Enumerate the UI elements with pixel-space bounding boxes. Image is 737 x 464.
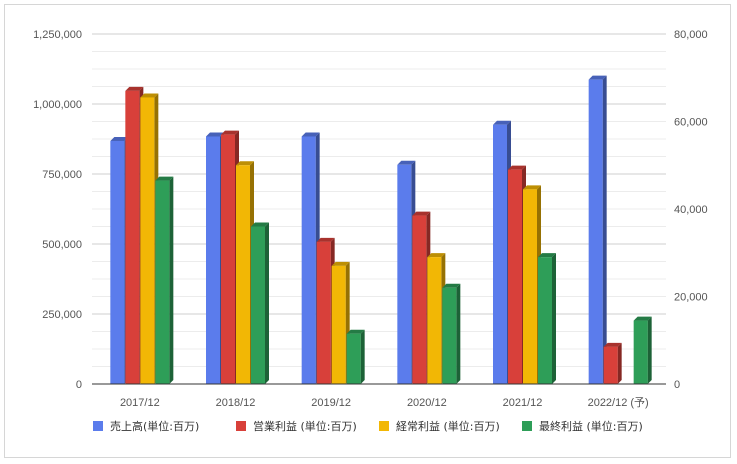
bar-front xyxy=(397,164,412,384)
bar-top xyxy=(221,130,239,135)
bar xyxy=(155,176,174,384)
bar-front xyxy=(251,226,265,384)
left-axis-tick-label: 500,000 xyxy=(42,239,82,251)
bar-front xyxy=(442,287,457,384)
bar-front xyxy=(206,136,220,384)
bar-top xyxy=(125,86,144,91)
bar-top xyxy=(346,329,365,334)
bar-side xyxy=(552,253,556,384)
legend-item: 営業利益 (単位:百万) xyxy=(236,419,357,433)
bar-top xyxy=(206,132,224,137)
bar-front xyxy=(633,320,648,384)
bar-front xyxy=(588,79,603,384)
right-axis-tick-label: 80,000 xyxy=(674,29,708,41)
legend-label: 経常利益 (単位:百万) xyxy=(396,419,500,433)
bar-side xyxy=(647,316,652,384)
bar-front xyxy=(427,257,442,384)
bar xyxy=(251,222,269,384)
bar-top xyxy=(155,176,174,181)
bar-top xyxy=(301,132,320,137)
bar xyxy=(442,283,461,384)
legend-swatch xyxy=(236,421,246,431)
bar-front xyxy=(508,169,522,384)
bar-front xyxy=(221,134,235,384)
bar-top xyxy=(251,222,269,227)
legend-swatch xyxy=(379,421,389,431)
x-axis-tick-label: 2017/12 xyxy=(120,397,160,409)
left-axis-tick-label: 250,000 xyxy=(42,309,82,321)
bar-front xyxy=(412,215,427,384)
bar-front xyxy=(140,97,155,384)
bar-top xyxy=(236,161,254,166)
bar-top xyxy=(140,93,159,98)
bar xyxy=(538,253,556,384)
bar-side xyxy=(360,329,365,384)
legend-item: 経常利益 (単位:百万) xyxy=(379,419,500,433)
bar-front xyxy=(331,265,346,384)
x-axis-tick-label: 2021/12 xyxy=(503,397,543,409)
bar-front xyxy=(301,136,316,384)
left-axis-tick-label: 0 xyxy=(76,379,82,391)
bar-side xyxy=(265,222,269,384)
grid-lines xyxy=(92,33,666,385)
bar-top xyxy=(508,165,526,170)
bar-top xyxy=(603,342,622,347)
bar-top xyxy=(633,316,652,321)
left-axis-tick-label: 750,000 xyxy=(42,169,82,181)
legend: 売上高(単位:百万) 営業利益 (単位:百万) 経常利益 (単位:百万) 最終利益 (… xyxy=(93,419,643,433)
bar-top xyxy=(442,283,461,288)
legend-label: 売上高(単位:百万) xyxy=(110,419,199,433)
bars xyxy=(110,75,652,384)
right-axis-ticks: 0 20,000 40,000 60,000 80,000 xyxy=(674,29,708,391)
bar-front xyxy=(346,333,361,384)
bar-top xyxy=(427,253,446,258)
left-axis-ticks: 0 250,000 500,000 750,000 1,000,000 1,250,000 xyxy=(33,29,82,391)
bar-front xyxy=(316,241,331,384)
bar-side xyxy=(456,283,461,384)
right-axis-tick-label: 40,000 xyxy=(674,204,708,216)
bar-front xyxy=(603,346,618,384)
bar-top xyxy=(397,160,416,165)
bar-front xyxy=(493,124,507,384)
bar-top xyxy=(523,185,541,190)
right-axis-tick-label: 60,000 xyxy=(674,117,708,129)
legend-item: 売上高(単位:百万) xyxy=(93,419,199,433)
bar-top xyxy=(493,120,511,125)
x-axis-tick-label: 2018/12 xyxy=(216,397,256,409)
bar-top xyxy=(588,75,607,80)
bar xyxy=(603,342,622,384)
left-axis-tick-label: 1,250,000 xyxy=(33,29,82,41)
legend-swatch xyxy=(93,421,103,431)
right-axis-tick-label: 20,000 xyxy=(674,292,708,304)
x-axis-tick-label: 2022/12 (予) xyxy=(588,396,649,409)
legend-label: 営業利益 (単位:百万) xyxy=(253,419,357,433)
x-axis-tick-label: 2019/12 xyxy=(311,397,351,409)
bar-top xyxy=(331,261,350,266)
legend-label: 最終利益 (単位:百万) xyxy=(539,419,643,433)
bar xyxy=(588,75,607,384)
bar-top xyxy=(316,237,335,242)
bar-side xyxy=(617,342,622,384)
bar-front xyxy=(523,189,537,384)
bar xyxy=(633,316,652,384)
bar-front xyxy=(538,257,552,384)
legend-swatch xyxy=(522,421,532,431)
right-axis-tick-label: 0 xyxy=(674,379,680,391)
bar-side xyxy=(602,75,607,384)
left-axis-tick-label: 1,000,000 xyxy=(33,99,82,111)
bar-front xyxy=(155,180,170,384)
bar-front xyxy=(236,165,250,384)
x-axis-tick-label: 2020/12 xyxy=(407,397,447,409)
bar-side xyxy=(169,176,174,384)
bar-top xyxy=(538,253,556,258)
bar-top xyxy=(110,136,129,141)
bar xyxy=(346,329,365,384)
bar-top xyxy=(412,211,431,216)
legend-item: 最終利益 (単位:百万) xyxy=(522,419,643,433)
bar-front xyxy=(125,90,140,384)
x-axis-labels: 2017/12 2018/12 2019/12 2020/12 2021/12 2022/… xyxy=(120,396,649,409)
bar-front xyxy=(110,140,125,384)
